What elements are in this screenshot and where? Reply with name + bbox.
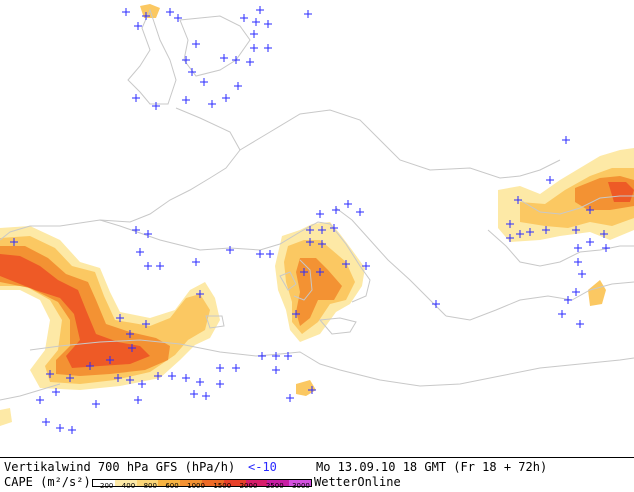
variable-label: Vertikalwind 700 hPa GFS (hPa/h) xyxy=(4,460,236,474)
cape-scale-ticks: 200 400 800 600 1000 1500 2000 2500 3000 xyxy=(100,482,310,492)
time-label: Mo 13.09.10 18 GMT (Fr 18 + 72h) xyxy=(316,460,548,474)
cape-tick: 200 xyxy=(100,482,114,490)
cape-tick: 600 xyxy=(165,482,179,490)
cape-tick: 1500 xyxy=(213,482,232,490)
cape-tick: 800 xyxy=(143,482,157,490)
cape-area-tyrrhenian-high xyxy=(296,258,342,326)
cape-area-cyprus xyxy=(588,280,606,306)
plus-markers xyxy=(10,6,610,434)
cape-area-iberia-max xyxy=(0,254,150,368)
brand-label: WetterOnline xyxy=(314,475,401,489)
cape-area-atlantic xyxy=(0,408,12,426)
cape-tick: 2000 xyxy=(239,482,258,490)
weather-map xyxy=(0,4,634,434)
threshold-label: <-10 xyxy=(248,460,277,474)
cape-tick: 400 xyxy=(121,482,136,490)
cape-tick: 1000 xyxy=(187,482,205,490)
cape-color-scale xyxy=(92,479,312,487)
coastlines xyxy=(0,8,634,401)
map-footer: Vertikalwind 700 hPa GFS (hPa/h) <-10 Mo… xyxy=(0,457,634,491)
cape-tick: 2500 xyxy=(265,482,284,490)
cape-tick: 3000 xyxy=(292,482,310,490)
cape-area-libya xyxy=(296,380,316,396)
cape-label: CAPE (m²/s²) xyxy=(4,475,91,489)
map-canvas xyxy=(0,4,634,434)
